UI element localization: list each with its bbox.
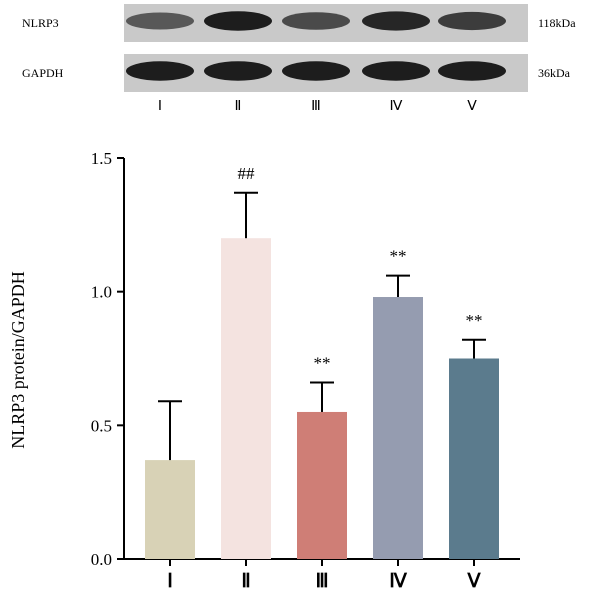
x-tick-label: Ⅱ (241, 571, 250, 592)
bar (145, 460, 195, 559)
blot-band (204, 11, 272, 31)
bar (221, 238, 271, 559)
blot-band (438, 61, 506, 81)
blot-size-label: 36kDa (538, 66, 571, 80)
significance-label: ** (314, 354, 331, 373)
significance-label: ** (466, 311, 483, 330)
y-axis-title: NLRP3 protein/GAPDH (8, 271, 28, 449)
bar-chart: NLRP3 protein/GAPDH 0.0 0.5 1.0 1.5 ## ** ** *… (8, 149, 520, 592)
blot-lane-label: Ⅴ (467, 99, 477, 114)
blot-lane-label: Ⅱ (235, 99, 242, 114)
x-tick-label: Ⅰ (167, 571, 173, 592)
y-tick-label: 1.0 (91, 283, 112, 302)
blot-band (282, 12, 350, 30)
x-tick-label: Ⅳ (389, 571, 407, 592)
blot-band (204, 61, 272, 81)
blot-band (126, 61, 194, 81)
y-tick-label: 0.0 (91, 550, 112, 569)
blot-band (362, 11, 430, 31)
blot-lane-label: Ⅰ (158, 99, 162, 114)
blot-band (282, 61, 350, 81)
bar (449, 358, 499, 559)
blot-lane-label: Ⅳ (390, 99, 403, 114)
blot-band (126, 12, 194, 30)
blot-band (438, 11, 506, 31)
y-tick-label: 0.5 (91, 416, 112, 435)
blot-lane-label: Ⅲ (311, 99, 321, 114)
western-blot-panel: NLRP3 118kDa GAPDH 36kDa Ⅰ Ⅱ Ⅲ Ⅳ Ⅴ (22, 4, 576, 114)
blot-size-label: 118kDa (538, 16, 576, 30)
bar (297, 411, 347, 559)
bar (373, 297, 423, 559)
x-tick-label: Ⅲ (315, 571, 328, 592)
blot-row-label: NLRP3 (22, 16, 59, 30)
significance-label: ** (390, 247, 407, 266)
significance-label: ## (238, 164, 256, 183)
blot-row-label: GAPDH (22, 66, 64, 80)
x-tick-label: Ⅴ (467, 571, 482, 592)
blot-band (362, 61, 430, 81)
y-tick-label: 1.5 (91, 149, 112, 168)
